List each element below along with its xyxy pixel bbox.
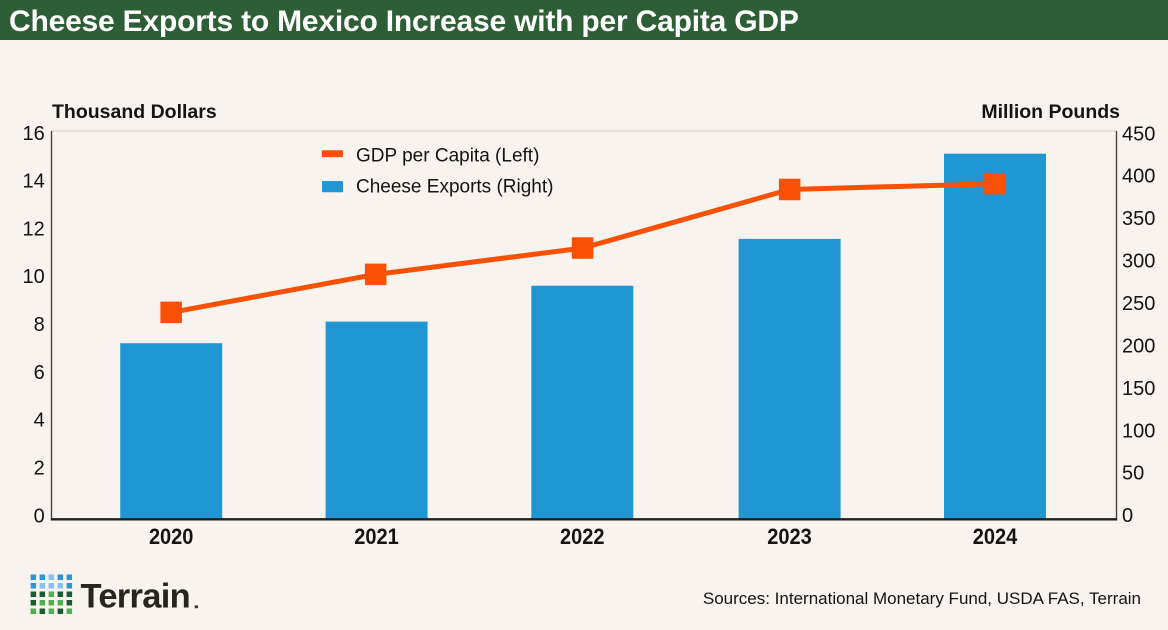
svg-text:50: 50 xyxy=(1122,463,1144,485)
svg-text:4: 4 xyxy=(34,410,45,432)
svg-text:100: 100 xyxy=(1122,420,1155,442)
svg-text:150: 150 xyxy=(1122,378,1155,400)
svg-text:Cheese Exports (Right): Cheese Exports (Right) xyxy=(356,177,553,198)
svg-text:2020: 2020 xyxy=(149,524,194,549)
svg-text:2023: 2023 xyxy=(767,524,812,549)
svg-text:10: 10 xyxy=(23,266,45,288)
svg-text:400: 400 xyxy=(1122,166,1155,188)
svg-text:6: 6 xyxy=(34,362,45,384)
svg-text:14: 14 xyxy=(23,171,45,193)
svg-text:Terrain: Terrain xyxy=(81,578,191,616)
svg-text:Thousand Dollars: Thousand Dollars xyxy=(52,101,217,123)
svg-text:200: 200 xyxy=(1122,335,1155,357)
svg-text:Million Pounds: Million Pounds xyxy=(981,101,1120,123)
svg-text:2022: 2022 xyxy=(560,524,605,549)
svg-text:GDP per Capita (Left): GDP per Capita (Left) xyxy=(356,146,539,167)
svg-text:8: 8 xyxy=(34,314,45,336)
svg-text:2: 2 xyxy=(34,458,45,480)
svg-text:16: 16 xyxy=(23,123,45,145)
svg-text:0: 0 xyxy=(1122,505,1133,527)
svg-text:350: 350 xyxy=(1122,208,1155,230)
svg-text:250: 250 xyxy=(1122,293,1155,315)
svg-text:2024: 2024 xyxy=(973,524,1018,549)
svg-text:300: 300 xyxy=(1122,251,1155,273)
svg-text:12: 12 xyxy=(23,218,45,240)
svg-text:450: 450 xyxy=(1122,123,1155,145)
svg-text:0: 0 xyxy=(34,505,45,527)
svg-text:2021: 2021 xyxy=(354,524,399,549)
